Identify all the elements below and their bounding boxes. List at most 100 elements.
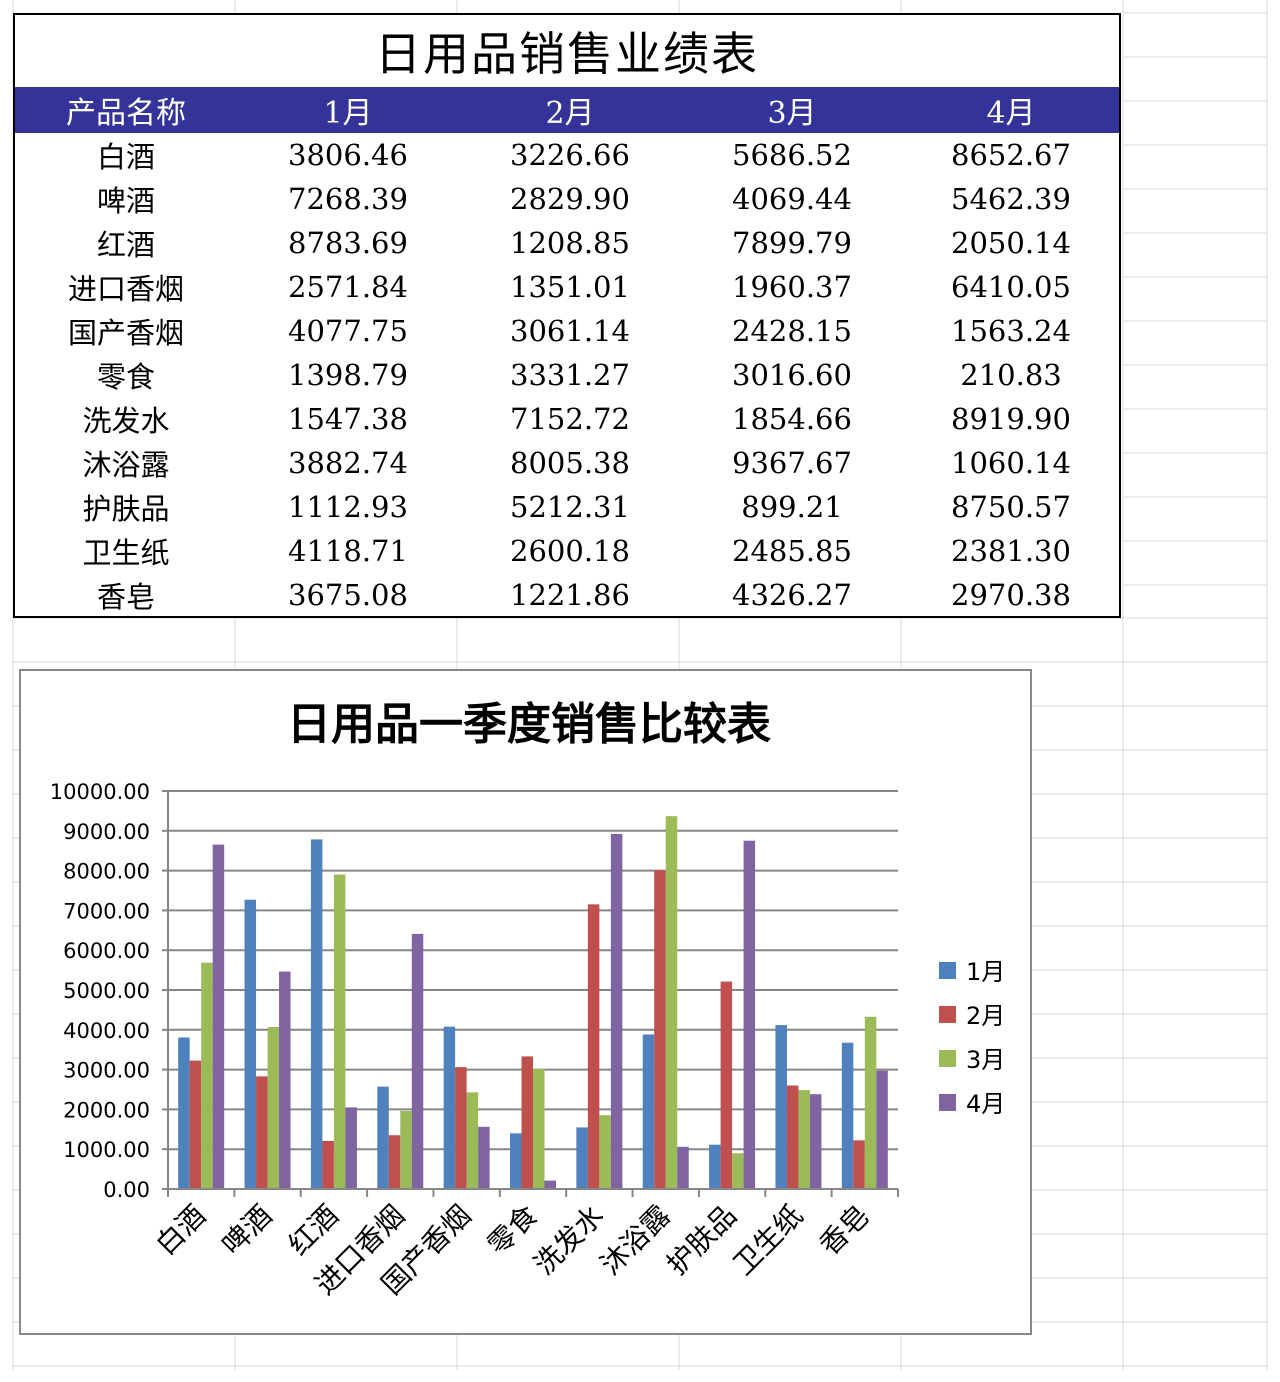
header-february[interactable]: 2月 bbox=[545, 96, 595, 131]
april-cell[interactable]: 2381.30 bbox=[951, 534, 1071, 568]
header-january[interactable]: 1月 bbox=[323, 96, 373, 131]
bar-4-1[interactable] bbox=[279, 971, 291, 1189]
february-cell[interactable]: 3331.27 bbox=[510, 358, 630, 392]
bar-2-4[interactable] bbox=[455, 1067, 467, 1189]
bar-2-9[interactable] bbox=[786, 1085, 799, 1189]
product-name-cell[interactable]: 香皂 bbox=[96, 580, 155, 614]
product-name-cell[interactable]: 卫生纸 bbox=[82, 536, 170, 570]
bar-2-10[interactable] bbox=[853, 1140, 865, 1189]
bar-3-10[interactable] bbox=[864, 1016, 877, 1189]
bar-3-5[interactable] bbox=[533, 1068, 545, 1189]
march-cell[interactable]: 7899.79 bbox=[732, 226, 852, 260]
bar-1-2[interactable] bbox=[310, 839, 323, 1189]
bar-1-9[interactable] bbox=[775, 1025, 787, 1189]
april-cell[interactable]: 1060.14 bbox=[951, 446, 1071, 480]
product-name-cell[interactable]: 沐浴露 bbox=[82, 448, 170, 482]
bar-3-1[interactable] bbox=[267, 1027, 280, 1189]
january-cell[interactable]: 2571.84 bbox=[288, 270, 408, 304]
april-cell[interactable]: 8750.57 bbox=[951, 490, 1071, 524]
bar-4-4[interactable] bbox=[478, 1126, 490, 1189]
march-cell[interactable]: 2428.15 bbox=[732, 314, 852, 348]
header-product-name[interactable]: 产品名称 bbox=[66, 96, 186, 131]
bar-4-9[interactable] bbox=[809, 1094, 822, 1189]
march-cell[interactable]: 2485.85 bbox=[732, 534, 852, 568]
product-name-cell[interactable]: 红酒 bbox=[96, 228, 155, 262]
january-cell[interactable]: 3806.46 bbox=[288, 138, 408, 172]
march-cell[interactable]: 1854.66 bbox=[732, 402, 852, 436]
february-cell[interactable]: 2829.90 bbox=[510, 182, 630, 216]
march-cell[interactable]: 899.21 bbox=[741, 490, 843, 524]
bar-1-10[interactable] bbox=[841, 1042, 854, 1189]
march-cell[interactable]: 3016.60 bbox=[732, 358, 852, 392]
bar-4-5[interactable] bbox=[544, 1180, 557, 1189]
bar-2-7[interactable] bbox=[654, 870, 666, 1189]
january-cell[interactable]: 4118.71 bbox=[288, 534, 408, 568]
bar-4-6[interactable] bbox=[610, 833, 623, 1189]
february-cell[interactable]: 1221.86 bbox=[510, 578, 630, 612]
january-cell[interactable]: 3675.08 bbox=[288, 578, 408, 612]
february-cell[interactable]: 1351.01 bbox=[510, 270, 630, 304]
february-cell[interactable]: 7152.72 bbox=[510, 402, 630, 436]
january-cell[interactable]: 8783.69 bbox=[288, 226, 408, 260]
april-cell[interactable]: 1563.24 bbox=[951, 314, 1071, 348]
march-cell[interactable]: 9367.67 bbox=[732, 446, 852, 480]
bar-4-3[interactable] bbox=[411, 933, 424, 1189]
bar-1-4[interactable] bbox=[443, 1026, 456, 1189]
product-name-cell[interactable]: 洗发水 bbox=[82, 404, 170, 438]
march-cell[interactable]: 4069.44 bbox=[732, 182, 852, 216]
april-cell[interactable]: 210.83 bbox=[960, 358, 1062, 392]
bar-4-8[interactable] bbox=[743, 840, 756, 1189]
february-cell[interactable]: 3226.66 bbox=[510, 138, 630, 172]
march-cell[interactable]: 4326.27 bbox=[732, 578, 852, 612]
bar-3-7[interactable] bbox=[665, 816, 678, 1189]
bar-3-2[interactable] bbox=[333, 874, 346, 1189]
march-cell[interactable]: 5686.52 bbox=[732, 138, 852, 172]
bar-4-0[interactable] bbox=[212, 844, 225, 1189]
bar-2-6[interactable] bbox=[587, 904, 600, 1189]
bar-1-1[interactable] bbox=[244, 899, 257, 1189]
april-cell[interactable]: 8919.90 bbox=[951, 402, 1071, 436]
april-cell[interactable]: 2970.38 bbox=[951, 578, 1071, 612]
january-cell[interactable]: 7268.39 bbox=[288, 182, 408, 216]
january-cell[interactable]: 1547.38 bbox=[288, 402, 408, 436]
header-march[interactable]: 3月 bbox=[767, 96, 817, 131]
february-cell[interactable]: 1208.85 bbox=[510, 226, 630, 260]
february-cell[interactable]: 5212.31 bbox=[510, 490, 630, 524]
bar-2-0[interactable] bbox=[189, 1060, 202, 1189]
bar-1-3[interactable] bbox=[377, 1086, 389, 1189]
april-cell[interactable]: 6410.05 bbox=[951, 270, 1071, 304]
header-april[interactable]: 4月 bbox=[986, 96, 1036, 131]
product-name-cell[interactable]: 零食 bbox=[96, 360, 155, 394]
bar-2-3[interactable] bbox=[388, 1135, 401, 1189]
bar-3-8[interactable] bbox=[732, 1153, 744, 1189]
product-name-cell[interactable]: 白酒 bbox=[96, 140, 155, 174]
bar-3-0[interactable] bbox=[201, 962, 213, 1189]
product-name-cell[interactable]: 啤酒 bbox=[96, 184, 155, 218]
bar-1-5[interactable] bbox=[510, 1133, 522, 1189]
february-cell[interactable]: 3061.14 bbox=[510, 314, 630, 348]
february-cell[interactable]: 8005.38 bbox=[510, 446, 630, 480]
bar-3-9[interactable] bbox=[798, 1090, 810, 1189]
bar-4-7[interactable] bbox=[677, 1146, 689, 1189]
product-name-cell[interactable]: 护肤品 bbox=[82, 492, 170, 526]
product-name-cell[interactable]: 进口香烟 bbox=[67, 272, 184, 306]
bar-1-8[interactable] bbox=[709, 1144, 721, 1189]
april-cell[interactable]: 2050.14 bbox=[951, 226, 1071, 260]
bar-3-4[interactable] bbox=[466, 1092, 479, 1189]
product-name-cell[interactable]: 国产香烟 bbox=[67, 316, 184, 350]
january-cell[interactable]: 3882.74 bbox=[288, 446, 408, 480]
bar-2-2[interactable] bbox=[322, 1140, 334, 1189]
bar-1-0[interactable] bbox=[178, 1037, 190, 1189]
march-cell[interactable]: 1960.37 bbox=[732, 270, 852, 304]
bar-2-5[interactable] bbox=[521, 1056, 534, 1189]
january-cell[interactable]: 1112.93 bbox=[288, 490, 408, 524]
bar-2-1[interactable] bbox=[256, 1076, 268, 1189]
april-cell[interactable]: 5462.39 bbox=[951, 182, 1071, 216]
bar-3-3[interactable] bbox=[400, 1110, 412, 1189]
january-cell[interactable]: 1398.79 bbox=[288, 358, 408, 392]
bar-1-7[interactable] bbox=[642, 1034, 655, 1189]
bar-1-6[interactable] bbox=[576, 1127, 588, 1189]
bar-4-2[interactable] bbox=[345, 1107, 357, 1189]
bar-3-6[interactable] bbox=[599, 1115, 611, 1189]
april-cell[interactable]: 8652.67 bbox=[951, 138, 1071, 172]
